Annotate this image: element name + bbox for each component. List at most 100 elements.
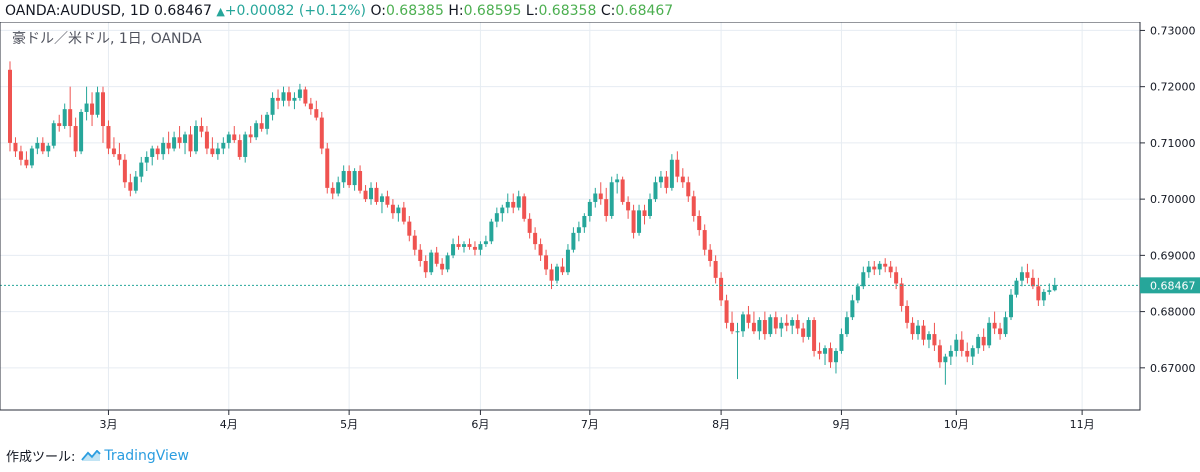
candle <box>40 137 45 155</box>
candle <box>172 131 177 152</box>
candle <box>210 137 215 157</box>
last-price-value: 0.68467 <box>153 3 212 19</box>
candle-body <box>79 111 84 152</box>
candle <box>675 151 680 183</box>
candle-body <box>571 232 576 250</box>
candle-body <box>215 148 220 155</box>
candle-body <box>795 320 800 329</box>
candle <box>998 322 1003 340</box>
candle <box>385 190 390 208</box>
symbol-label: OANDA:AUDUSD, 1D <box>5 3 150 19</box>
candle-body <box>445 255 450 270</box>
candle-body <box>472 246 477 250</box>
candle-body <box>779 322 784 329</box>
candle-body <box>226 134 231 143</box>
candle-body <box>308 103 313 110</box>
x-tick-label: 10月 <box>944 418 969 431</box>
candle <box>303 86 308 107</box>
candle <box>576 221 581 242</box>
candle-body <box>100 92 105 127</box>
candle-body <box>292 97 297 101</box>
candle <box>243 131 248 163</box>
candle-body <box>555 266 559 281</box>
tradingview-link[interactable]: TradingView <box>81 448 189 464</box>
candle <box>571 227 576 253</box>
candle <box>664 171 669 194</box>
candle-body <box>921 325 926 340</box>
candle <box>735 322 740 380</box>
candle <box>314 100 319 121</box>
candle <box>691 190 696 222</box>
candle <box>161 137 166 160</box>
candle-body <box>500 207 505 214</box>
candle-body <box>489 221 494 242</box>
candle <box>95 86 100 118</box>
candle-body <box>358 171 363 191</box>
candle <box>1009 289 1014 321</box>
candle-body <box>675 159 680 177</box>
candle-body <box>390 204 395 214</box>
candle <box>587 199 592 222</box>
candle-body <box>18 151 23 160</box>
candle <box>193 120 198 155</box>
time-axis[interactable]: 3月 4月 5月 6月 7月 8月 9月 10月 11月 <box>99 410 1095 431</box>
candle <box>1025 263 1030 284</box>
candle-body <box>598 193 603 200</box>
candle-body <box>106 126 111 149</box>
candle <box>347 165 352 188</box>
candle-body <box>237 140 242 157</box>
candle <box>992 311 997 335</box>
candle <box>544 249 549 276</box>
candle <box>686 176 691 202</box>
candle-body <box>199 126 204 132</box>
candle-body <box>133 176 138 191</box>
candle <box>177 126 182 149</box>
candle <box>937 339 942 368</box>
candle-body <box>839 334 844 351</box>
candle-body <box>336 182 341 194</box>
candle-body <box>40 142 45 152</box>
candle <box>369 182 374 205</box>
price-axis[interactable]: 0.67000 0.68000 0.69000 0.70000 0.71000 0.720… <box>1140 24 1196 375</box>
candle-body <box>812 320 817 351</box>
candle-body <box>937 345 942 363</box>
candle-body <box>702 230 707 250</box>
candle <box>18 145 23 166</box>
candle <box>779 317 784 337</box>
candle-body <box>423 260 428 273</box>
open-label: O: <box>370 3 386 19</box>
candle-body <box>626 201 631 211</box>
y-tick-label: 0.73000 <box>1150 24 1196 37</box>
candle-body <box>877 263 882 270</box>
candle <box>429 249 434 276</box>
candle-body <box>243 134 248 157</box>
candle <box>467 238 472 250</box>
candle <box>784 314 789 332</box>
candle-body <box>467 244 472 247</box>
candle <box>812 317 817 357</box>
candle <box>144 151 149 172</box>
candle <box>653 176 658 202</box>
candle <box>330 182 335 200</box>
candle-body <box>998 328 1003 335</box>
candle <box>412 230 417 256</box>
candle-body <box>1003 317 1008 335</box>
candle-body <box>478 244 483 250</box>
candle-body <box>379 196 384 202</box>
candle <box>833 348 838 374</box>
candle <box>921 320 926 346</box>
candle-body <box>647 199 652 216</box>
chart-legend: 豪ドル／米ドル, 1日, OANDA <box>12 31 202 47</box>
candle-body <box>221 142 226 149</box>
candle <box>139 156 144 183</box>
candle-body <box>746 314 751 323</box>
candle <box>719 272 724 306</box>
candle <box>418 244 423 267</box>
last-price-label: 0.68467 <box>1140 277 1200 294</box>
candle <box>844 311 849 337</box>
candle <box>932 322 937 351</box>
candle-body <box>910 322 915 335</box>
candle <box>555 263 559 284</box>
candle <box>538 238 543 261</box>
price-chart[interactable]: 0.67000 0.68000 0.69000 0.70000 0.71000 0.720… <box>0 22 1200 440</box>
